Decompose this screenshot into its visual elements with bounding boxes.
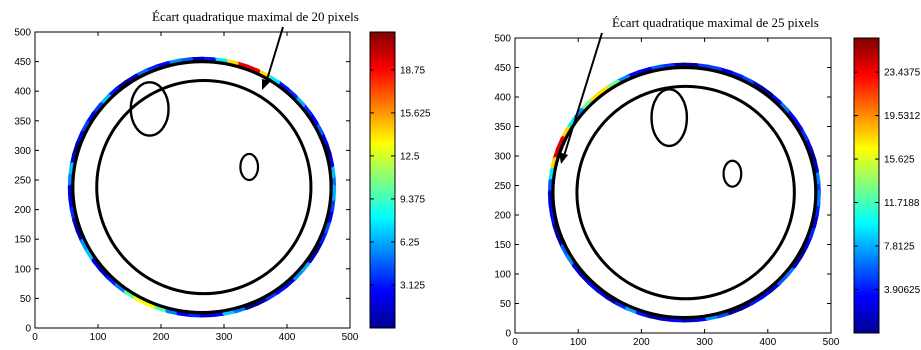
inner-contour [575, 84, 796, 301]
cavity-contour [650, 88, 689, 148]
y-tick-label: 300 [14, 146, 31, 157]
colorbar-tick-label: 9.375 [400, 194, 425, 205]
y-tick-label: 0 [25, 324, 31, 335]
y-tick-label: 500 [14, 28, 31, 39]
x-tick-label: 300 [216, 332, 233, 343]
annotation-arrow [559, 32, 603, 164]
outer-contour [71, 60, 333, 315]
y-tick-label: 250 [14, 176, 31, 187]
x-tick-label: 400 [759, 337, 776, 348]
y-tick-label: 500 [494, 34, 511, 45]
x-tick-label: 100 [570, 337, 587, 348]
outer-contour [551, 65, 818, 320]
y-tick-label: 300 [494, 152, 511, 163]
y-tick-label: 100 [14, 264, 31, 275]
x-tick-label: 300 [696, 337, 713, 348]
y-tick-label: 450 [14, 57, 31, 68]
y-tick-label: 200 [494, 211, 511, 222]
cavity-contour [129, 81, 170, 137]
axis-ticks: 0 100 200 300 400 500 0 50 100 150 200 250 300 350 400… [14, 28, 358, 344]
colorbar-tick-label: 11.7188 [884, 198, 920, 209]
x-tick-label: 500 [823, 337, 840, 348]
y-tick-label: 200 [14, 205, 31, 216]
colorbar-tick-label: 3.90625 [884, 285, 921, 296]
error-segment [330, 184, 337, 201]
y-tick-label: 100 [494, 270, 511, 281]
colorbar [369, 31, 396, 329]
x-tick-label: 0 [512, 337, 518, 348]
colorbar [853, 37, 880, 334]
right-panel: 0 100 200 300 400 500 0 50 100 150 200 250 300 350 400… [494, 15, 920, 348]
contour-layer [547, 62, 821, 323]
colorbar-tick-label: 19.5312 [884, 111, 921, 122]
colorbar-tick-label: 7.8125 [884, 242, 915, 253]
annotation-text: Écart quadratique maximal de 25 pixels [612, 15, 819, 30]
y-tick-label: 350 [14, 116, 31, 127]
x-tick-label: 100 [90, 332, 107, 343]
x-tick-label: 400 [279, 332, 296, 343]
y-tick-label: 50 [500, 299, 512, 310]
y-tick-label: 250 [494, 181, 511, 192]
annotation-text: Écart quadratique maximal de 20 pixels [152, 9, 359, 24]
colorbar-tick-label: 15.625 [400, 108, 431, 119]
x-tick-label: 500 [342, 332, 359, 343]
y-tick-label: 400 [494, 93, 511, 104]
contour-layer [67, 56, 337, 318]
left-panel: 0 100 200 300 400 500 0 50 100 150 200 250 300 350 400… [14, 9, 431, 343]
y-tick-label: 150 [14, 235, 31, 246]
y-tick-label: 350 [494, 122, 511, 133]
colorbar-tick-label: 18.75 [400, 65, 425, 76]
y-tick-label: 0 [505, 329, 511, 340]
axis-ticks: 0 100 200 300 400 500 0 50 100 150 200 250 300 350 400… [494, 34, 839, 349]
y-tick-label: 400 [14, 87, 31, 98]
plot-area [514, 37, 832, 334]
x-tick-label: 200 [633, 337, 650, 348]
colorbar-tick-label: 23.4375 [884, 68, 921, 79]
y-tick-label: 450 [494, 63, 511, 74]
inner-contour [95, 79, 313, 296]
plot-area [34, 31, 351, 329]
colorbar-tick-label: 12.5 [400, 151, 420, 162]
y-tick-label: 50 [20, 294, 32, 305]
y-tick-label: 150 [494, 240, 511, 251]
annotation-arrow [262, 26, 284, 90]
small-loop-contour [722, 159, 743, 188]
colorbar-ticks: 3.125 6.25 9.375 12.5 15.625 18.75 [370, 65, 431, 291]
x-tick-label: 0 [32, 332, 38, 343]
colorbar-ticks: 3.90625 7.8125 11.7188 15.625 19.5312 23.4375 [854, 68, 921, 296]
colorbar-tick-label: 6.25 [400, 237, 420, 248]
colorbar-tick-label: 15.625 [884, 155, 915, 166]
error-segment [815, 190, 821, 207]
small-loop-contour [239, 152, 260, 182]
x-tick-label: 200 [153, 332, 170, 343]
colorbar-tick-label: 3.125 [400, 280, 425, 291]
